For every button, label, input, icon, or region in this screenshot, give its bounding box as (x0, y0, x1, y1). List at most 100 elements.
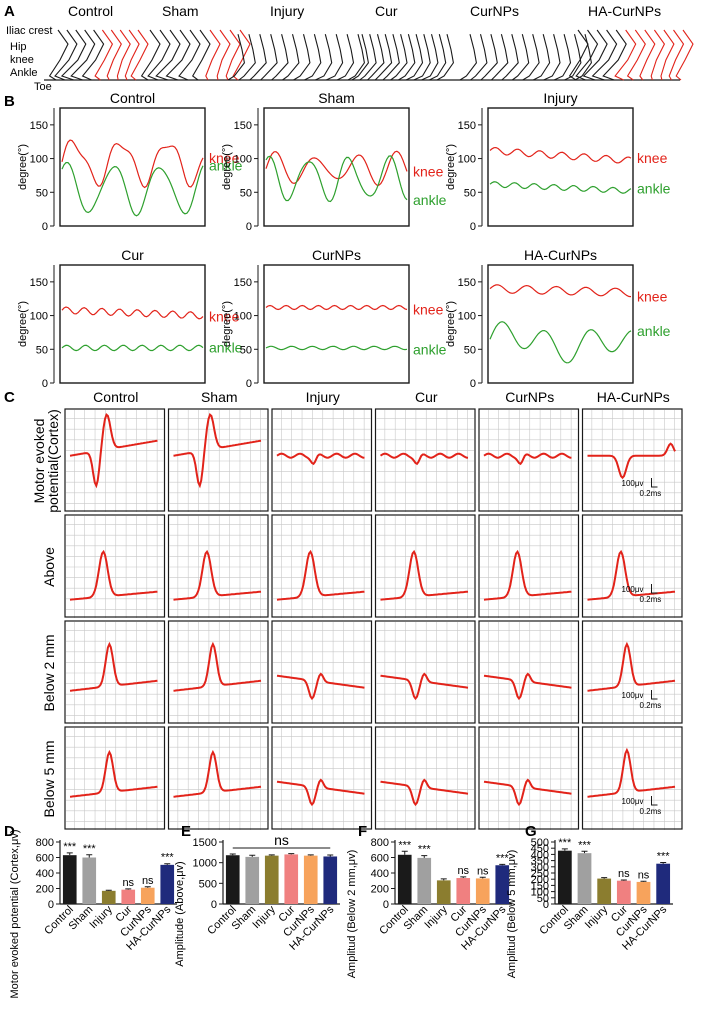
scale-bar-2 (651, 690, 658, 700)
mep-cell-frame-0-0 (64, 408, 166, 512)
mep-trace-3-4 (483, 778, 572, 807)
bar-category-E-2: Injury (250, 903, 278, 931)
error-bar-E-1 (249, 854, 256, 857)
stick-figure-4-3 (491, 34, 509, 81)
bar-G-4 (636, 881, 651, 904)
bar-F-2 (436, 880, 451, 904)
stick-figure-5-0 (568, 29, 589, 81)
stick-figure-4-0 (459, 34, 477, 81)
significance-D-0: *** (63, 841, 77, 853)
stick-figure-1-9 (232, 29, 251, 81)
mep-column-title-4: CurNPs (505, 389, 554, 405)
bar-ytick-label-G-3: 150 (531, 880, 549, 892)
bar-ytick-label-E-3: 1500 (193, 837, 217, 849)
angle-tick-label-3-3: 150 (30, 277, 48, 289)
bar-ytick-label-G-10: 500 (531, 837, 549, 849)
angle-tick-label-5-0: 0 (470, 378, 476, 390)
stick-figure-3-5 (390, 34, 408, 81)
angle-tick-label-2-1: 50 (464, 187, 476, 199)
angle-tick-label-4-3: 150 (234, 277, 252, 289)
ankle-angle-line-2 (489, 181, 632, 194)
stick-figure-3-9 (421, 34, 439, 81)
mep-trace-0-3 (379, 452, 469, 466)
error-bar-E-3 (288, 853, 295, 855)
significance-F-4: ns (477, 865, 489, 877)
panel-c: C Control Sham Injury Cur CurNPs HA-CurNPs Mot… (4, 389, 683, 830)
mep-cell-frame-3-3 (374, 726, 476, 830)
angle-tick-label-0-3: 150 (30, 120, 48, 132)
knee-series-label-1: knee (413, 163, 444, 179)
significance-F-3: ns (457, 865, 469, 877)
bar-ytick-label-E-0: 0 (211, 899, 217, 911)
stick-figure-1-4 (178, 29, 201, 81)
scale-bar-0 (651, 478, 658, 488)
angle-tick-label-2-0: 0 (470, 221, 476, 233)
mep-grid-3-3 (376, 728, 474, 830)
stick-figure-2-2 (249, 34, 267, 81)
stick-figure-3-8 (413, 34, 431, 81)
mep-row-label-0: Motor evoked (31, 419, 47, 504)
scale-bar-time-1: 0.2ms (640, 595, 662, 604)
stick-figure-1-1 (147, 29, 171, 81)
bar-ylabel-F: Amplitud (Below 2 mm,μv) (346, 850, 358, 979)
bar-ytick-label-G-9: 450 (531, 843, 549, 855)
bar-F-1 (417, 857, 432, 904)
bar-category-D-2: Injury (87, 903, 115, 931)
angle-tick-label-0-1: 50 (36, 187, 48, 199)
angle-plot-title-3: Cur (121, 247, 144, 263)
stick-figure-0-6 (106, 29, 122, 81)
stick-figure-5-9 (660, 29, 675, 81)
stick-figure-0-1 (54, 29, 78, 81)
angle-plot-title-1: Sham (318, 90, 355, 106)
bar-ytick-label-G-7: 350 (531, 856, 549, 868)
panel-label-g: G (525, 823, 537, 840)
bar-E-2 (264, 855, 279, 904)
mep-cell-frame-2-0 (64, 620, 166, 724)
stick-figure-5-2 (582, 29, 608, 81)
significance-F-0: *** (398, 839, 412, 851)
bar-G-1 (577, 853, 592, 904)
angle-plot-frame-4 (263, 264, 410, 384)
error-bar-G-3 (620, 879, 627, 881)
stick-figure-5-5 (614, 29, 637, 81)
significance-G-4: ns (638, 869, 650, 881)
error-bar-D-3 (125, 888, 132, 890)
mep-trace-2-4 (483, 672, 572, 701)
mep-grid-2-4 (480, 622, 578, 724)
significance-D-4: ns (142, 875, 154, 887)
bar-charts: 0 200 400 600 800 Motor evoked potential (Cor… (9, 830, 673, 998)
stick-figure-1-7 (216, 29, 231, 81)
angle-tick-label-1-1: 50 (240, 187, 252, 199)
mep-cell-frame-3-5 (581, 726, 683, 830)
mep-trace-0-5 (587, 442, 676, 480)
significance-D-3: ns (122, 877, 134, 889)
knee-angle-line-3 (61, 306, 204, 320)
mep-trace-3-2 (276, 778, 365, 807)
error-bar-E-4 (307, 854, 314, 856)
angle-tick-label-1-2: 100 (234, 154, 252, 166)
mep-grid-0-0 (66, 410, 164, 512)
bar-ytick-label-G-0: 0 (543, 899, 549, 911)
ankle-series-label-2: ankle (637, 181, 671, 197)
mep-grid-1-3 (376, 516, 474, 618)
panel-bars: D E F G 0 200 400 600 800 Motor evoked potent… (4, 823, 673, 998)
joint-label-toe: Toe (34, 81, 52, 93)
stick-figure-2-10 (336, 34, 355, 81)
angle-plot-frame-0 (59, 107, 206, 227)
angle-plot-frame-5 (487, 264, 634, 384)
angle-ylabel-1: degree(°) (221, 144, 233, 190)
stick-figure-4-4 (501, 34, 519, 81)
mep-grid-1-1 (169, 516, 267, 618)
mep-cell-frame-1-0 (64, 514, 166, 618)
mep-trace-0-2 (276, 452, 365, 466)
bar-ytick-label-F-2: 400 (371, 868, 389, 880)
mep-cell-frame-3-2 (271, 726, 373, 830)
angle-ylabel-3: degree(°) (17, 301, 29, 347)
joint-label-ankle: Ankle (10, 67, 38, 79)
mep-trace-1-1 (173, 549, 262, 601)
stick-figure-2-3 (260, 34, 278, 81)
angle-tick-label-0-2: 100 (30, 154, 48, 166)
mep-trace-2-5 (587, 641, 676, 692)
mep-grid-0-3 (376, 410, 474, 512)
bar-E-3 (284, 854, 299, 904)
